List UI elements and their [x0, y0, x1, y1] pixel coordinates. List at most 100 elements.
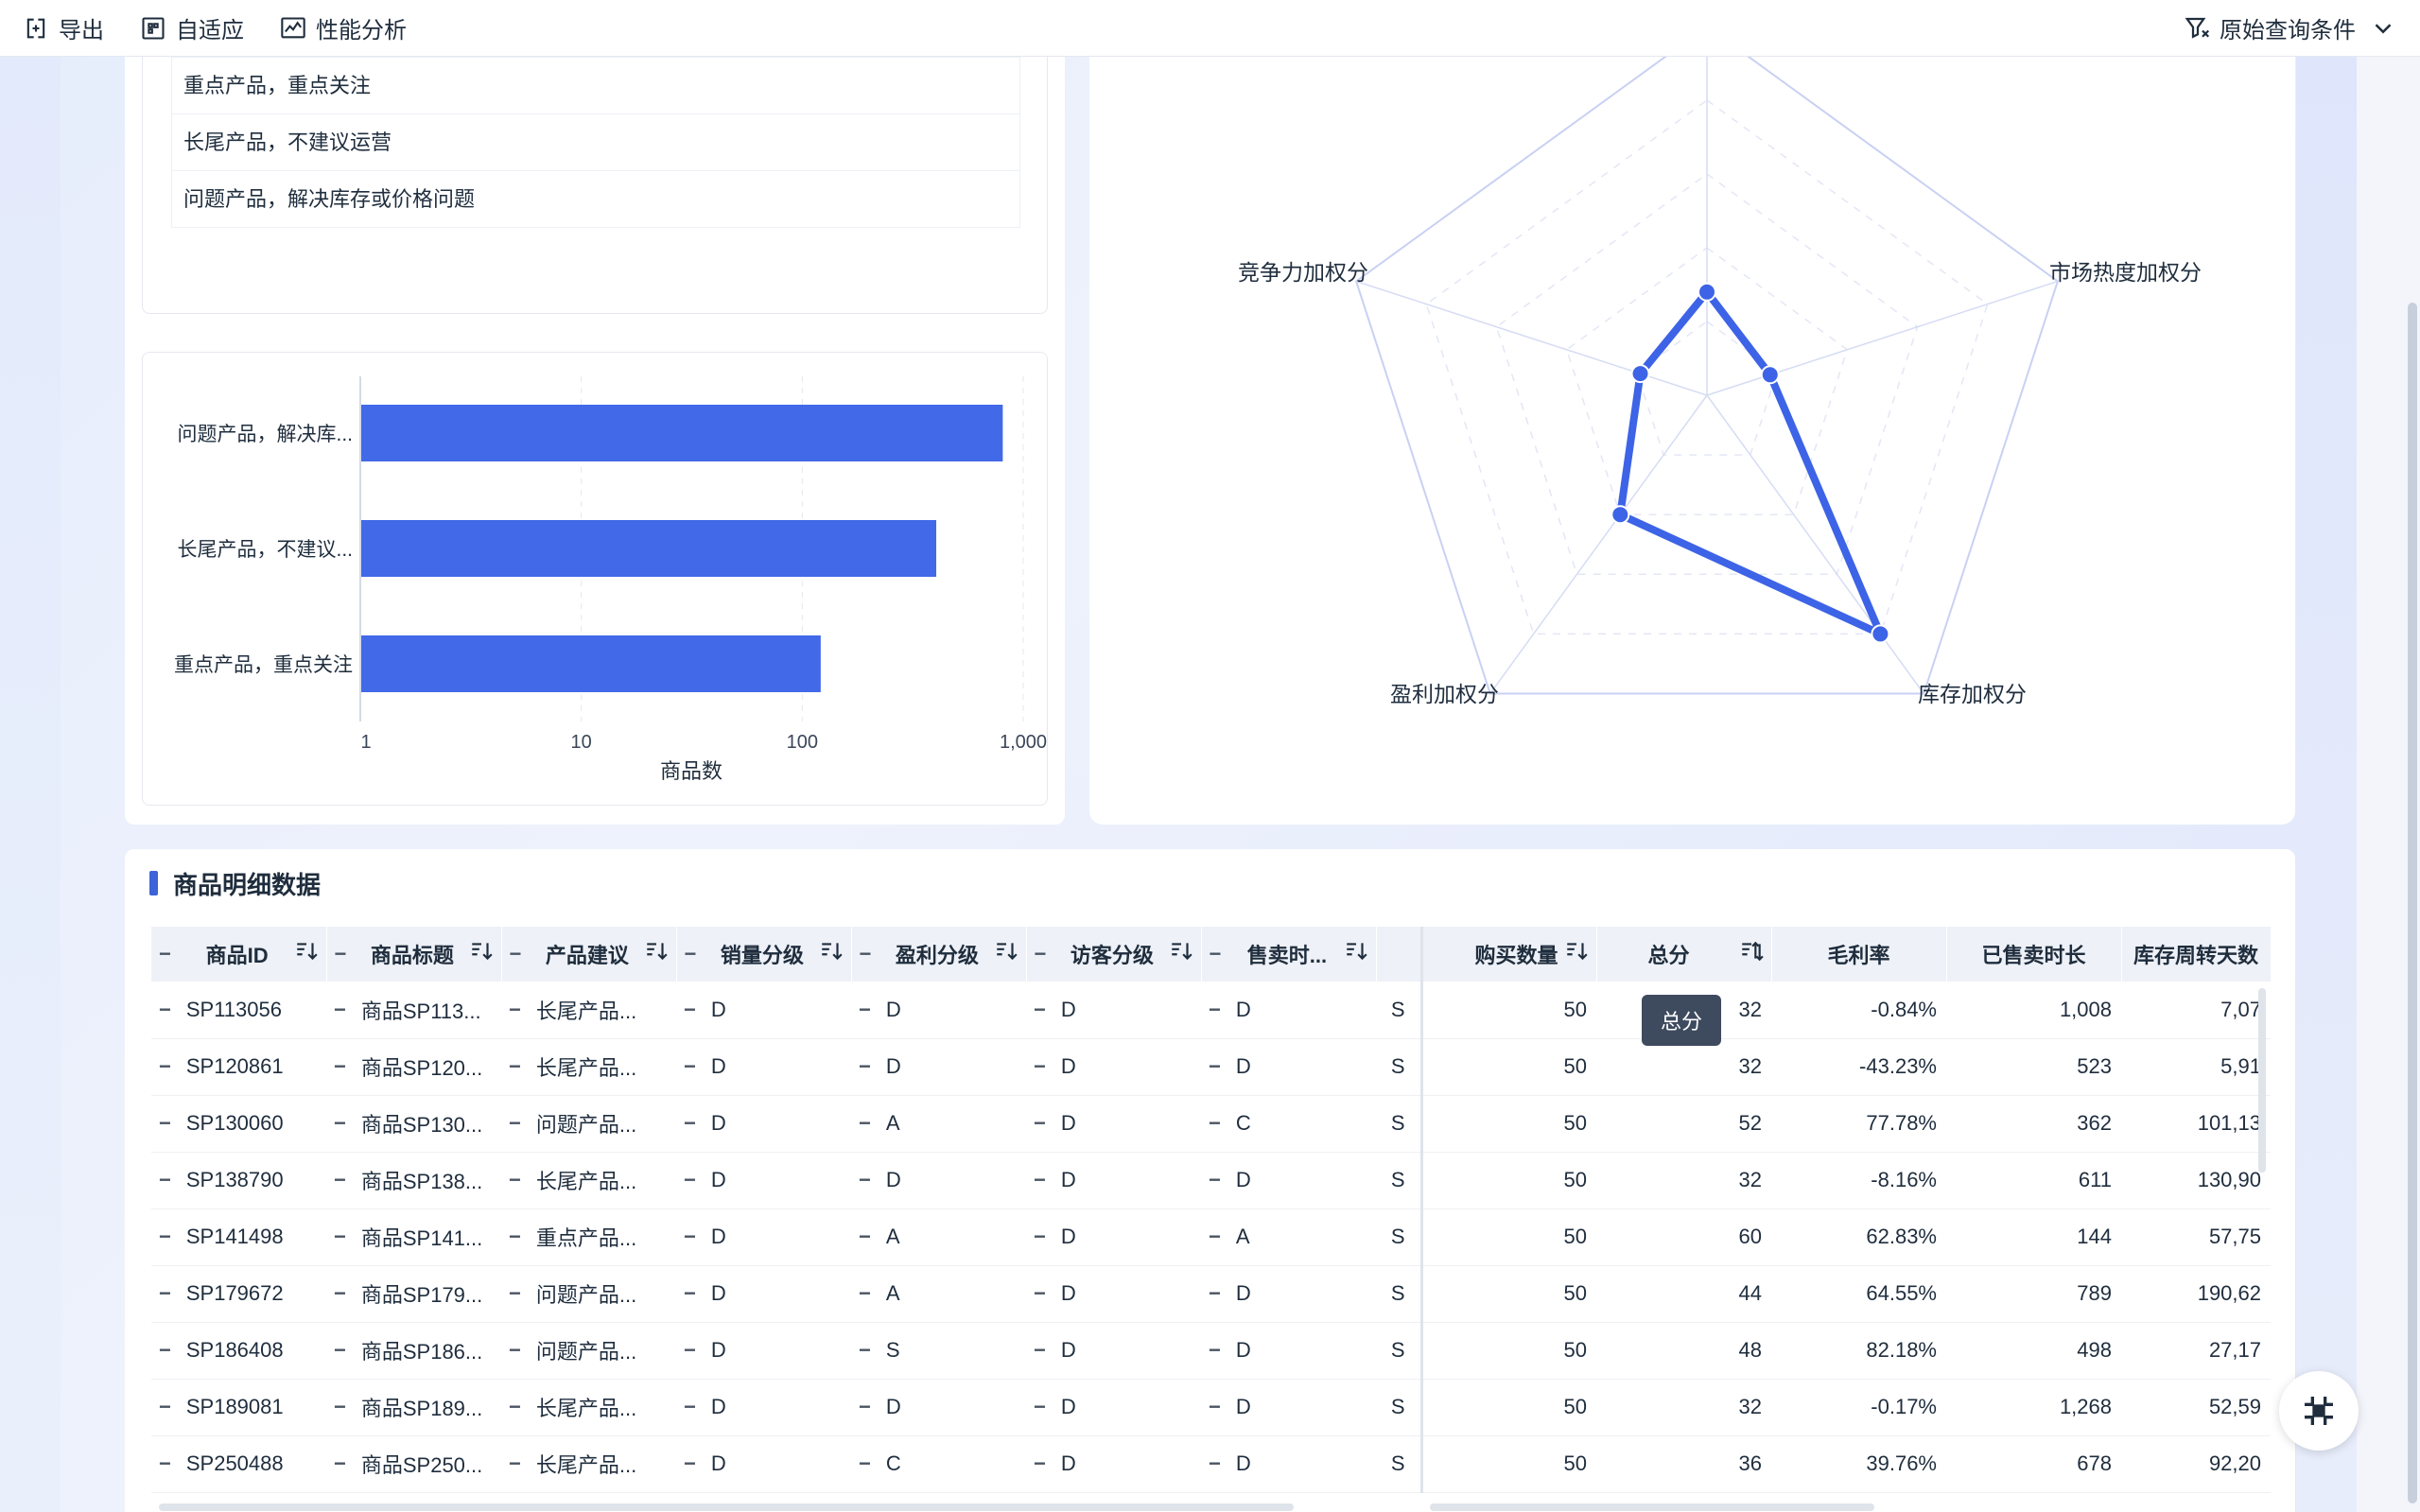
collapse-icon[interactable]: −	[684, 1168, 696, 1191]
collapse-icon[interactable]: −	[1034, 1168, 1046, 1191]
list-item[interactable]: 问题产品，解决库存或价格问题	[172, 170, 1019, 227]
table-row[interactable]: − SP120861− 商品SP120... − 长尾产品... − D − D − D − D S 50 3…	[151, 1038, 2271, 1096]
collapse-icon[interactable]: −	[1034, 942, 1047, 965]
collapse-icon[interactable]: −	[509, 1338, 521, 1362]
collapse-icon[interactable]: −	[1209, 997, 1221, 1021]
collapse-icon[interactable]: −	[159, 1338, 171, 1362]
collapse-icon[interactable]: −	[859, 997, 871, 1021]
perf-analysis-button[interactable]: 性能分析	[280, 11, 407, 44]
collapse-icon[interactable]: −	[509, 1281, 521, 1305]
column-header[interactable]: 购买数量	[1421, 927, 1597, 982]
collapse-icon[interactable]: −	[684, 1395, 696, 1418]
collapse-icon[interactable]: −	[859, 1451, 871, 1475]
table-hscroll-left[interactable]	[159, 1503, 1294, 1511]
fullscreen-button[interactable]	[2279, 1371, 2359, 1451]
collapse-icon[interactable]: −	[334, 1111, 346, 1135]
collapse-icon[interactable]: −	[1034, 1054, 1046, 1078]
collapse-icon[interactable]: −	[684, 1225, 696, 1248]
collapse-icon[interactable]: −	[684, 997, 696, 1021]
column-header[interactable]	[1376, 927, 1423, 982]
collapse-icon[interactable]: −	[159, 997, 171, 1021]
table-row[interactable]: − SP250488− 商品SP250... − 长尾产品... − D − C − D − D S 50 3…	[151, 1435, 2271, 1493]
collapse-icon[interactable]: −	[159, 1395, 171, 1418]
collapse-icon[interactable]: −	[1209, 1395, 1221, 1418]
list-item[interactable]: 长尾产品，不建议运营	[172, 113, 1019, 170]
collapse-icon[interactable]: −	[1209, 1281, 1221, 1305]
collapse-icon[interactable]: −	[509, 1111, 521, 1135]
collapse-icon[interactable]: −	[1209, 1338, 1221, 1362]
sort-icon[interactable]	[294, 939, 319, 969]
collapse-icon[interactable]: −	[684, 1054, 696, 1078]
column-header[interactable]: − 产品建议	[501, 927, 677, 982]
collapse-icon[interactable]: −	[159, 1225, 171, 1248]
collapse-icon[interactable]: −	[334, 997, 346, 1021]
collapse-icon[interactable]: −	[509, 997, 521, 1021]
collapse-icon[interactable]: −	[1209, 1054, 1221, 1078]
collapse-icon[interactable]: −	[334, 1395, 346, 1418]
collapse-icon[interactable]: −	[509, 942, 522, 965]
collapse-icon[interactable]: −	[1209, 1225, 1221, 1248]
sort-icon[interactable]	[469, 939, 494, 969]
collapse-icon[interactable]: −	[159, 1168, 171, 1191]
collapse-icon[interactable]: −	[684, 1451, 696, 1475]
collapse-icon[interactable]: −	[1034, 1395, 1046, 1418]
table-hscroll-right[interactable]	[1430, 1503, 1874, 1511]
sort-icon[interactable]	[819, 939, 844, 969]
sort-icon[interactable]	[1564, 939, 1589, 969]
column-header[interactable]: − 售卖时...	[1201, 927, 1377, 982]
collapse-icon[interactable]: −	[859, 1395, 871, 1418]
column-header[interactable]: − 商品ID	[151, 927, 327, 982]
collapse-icon[interactable]: −	[859, 942, 872, 965]
collapse-icon[interactable]: −	[159, 1111, 171, 1135]
collapse-icon[interactable]: −	[859, 1281, 871, 1305]
collapse-icon[interactable]: −	[334, 1281, 346, 1305]
collapse-icon[interactable]: −	[1034, 997, 1046, 1021]
collapse-icon[interactable]: −	[1034, 1225, 1046, 1248]
column-header[interactable]: 库存周转天数	[2121, 927, 2272, 982]
collapse-icon[interactable]: −	[1209, 1111, 1221, 1135]
collapse-icon[interactable]: −	[159, 1451, 171, 1475]
table-row[interactable]: − SP141498− 商品SP141... − 重点产品... − D − A − D − A S 50 6…	[151, 1208, 2271, 1266]
table-row[interactable]: − SP138790− 商品SP138... − 长尾产品... − D − D − D − D S 50 3…	[151, 1152, 2271, 1209]
table-row[interactable]: − SP179672− 商品SP179... − 问题产品... − D − A − D − D S 50 4…	[151, 1265, 2271, 1323]
collapse-icon[interactable]: −	[859, 1225, 871, 1248]
column-header[interactable]: − 访客分级	[1026, 927, 1202, 982]
collapse-icon[interactable]: −	[684, 1338, 696, 1362]
collapse-icon[interactable]: −	[1034, 1451, 1046, 1475]
column-header[interactable]: − 盈利分级	[851, 927, 1027, 982]
column-header[interactable]: 总分	[1596, 927, 1772, 982]
column-header[interactable]: − 商品标题	[326, 927, 502, 982]
table-row[interactable]: − SP189081− 商品SP189... − 长尾产品... − D − D − D − D S 50 3…	[151, 1379, 2271, 1436]
collapse-icon[interactable]: −	[1209, 1451, 1221, 1475]
collapse-icon[interactable]: −	[159, 942, 171, 965]
page-scrollbar-thumb[interactable]	[2408, 303, 2417, 1503]
collapse-icon[interactable]: −	[1034, 1281, 1046, 1305]
column-header[interactable]: 毛利率	[1771, 927, 1947, 982]
collapse-icon[interactable]: −	[509, 1395, 521, 1418]
sort-icon[interactable]	[644, 939, 669, 969]
collapse-icon[interactable]: −	[859, 1338, 871, 1362]
sort-icon[interactable]	[994, 939, 1018, 969]
export-button[interactable]: 导出	[23, 11, 104, 44]
table-row[interactable]: − SP113056− 商品SP113... − 长尾产品... − D − D − D − D S 50 3…	[151, 982, 2271, 1039]
collapse-icon[interactable]: −	[859, 1168, 871, 1191]
collapse-icon[interactable]: −	[684, 1281, 696, 1305]
list-item[interactable]: 重点产品，重点关注	[172, 57, 1019, 113]
collapse-icon[interactable]: −	[859, 1054, 871, 1078]
collapse-icon[interactable]: −	[334, 1054, 346, 1078]
sort-icon[interactable]	[1344, 939, 1368, 969]
collapse-icon[interactable]: −	[509, 1054, 521, 1078]
collapse-icon[interactable]: −	[1209, 1168, 1221, 1191]
adaptive-button[interactable]: 自适应	[140, 11, 244, 44]
collapse-icon[interactable]: −	[334, 1168, 346, 1191]
table-row[interactable]: − SP130060− 商品SP130... − 问题产品... − D − A − D − C S 50 5…	[151, 1095, 2271, 1153]
collapse-icon[interactable]: −	[334, 1225, 346, 1248]
collapse-icon[interactable]: −	[684, 942, 697, 965]
collapse-icon[interactable]: −	[859, 1111, 871, 1135]
collapse-icon[interactable]: −	[334, 942, 347, 965]
column-header[interactable]: − 销量分级	[676, 927, 852, 982]
collapse-icon[interactable]: −	[509, 1225, 521, 1248]
collapse-icon[interactable]: −	[509, 1451, 521, 1475]
sort-icon[interactable]	[1739, 939, 1764, 969]
table-row[interactable]: − SP186408− 商品SP186... − 问题产品... − D − S − D − D S 50 4…	[151, 1322, 2271, 1380]
